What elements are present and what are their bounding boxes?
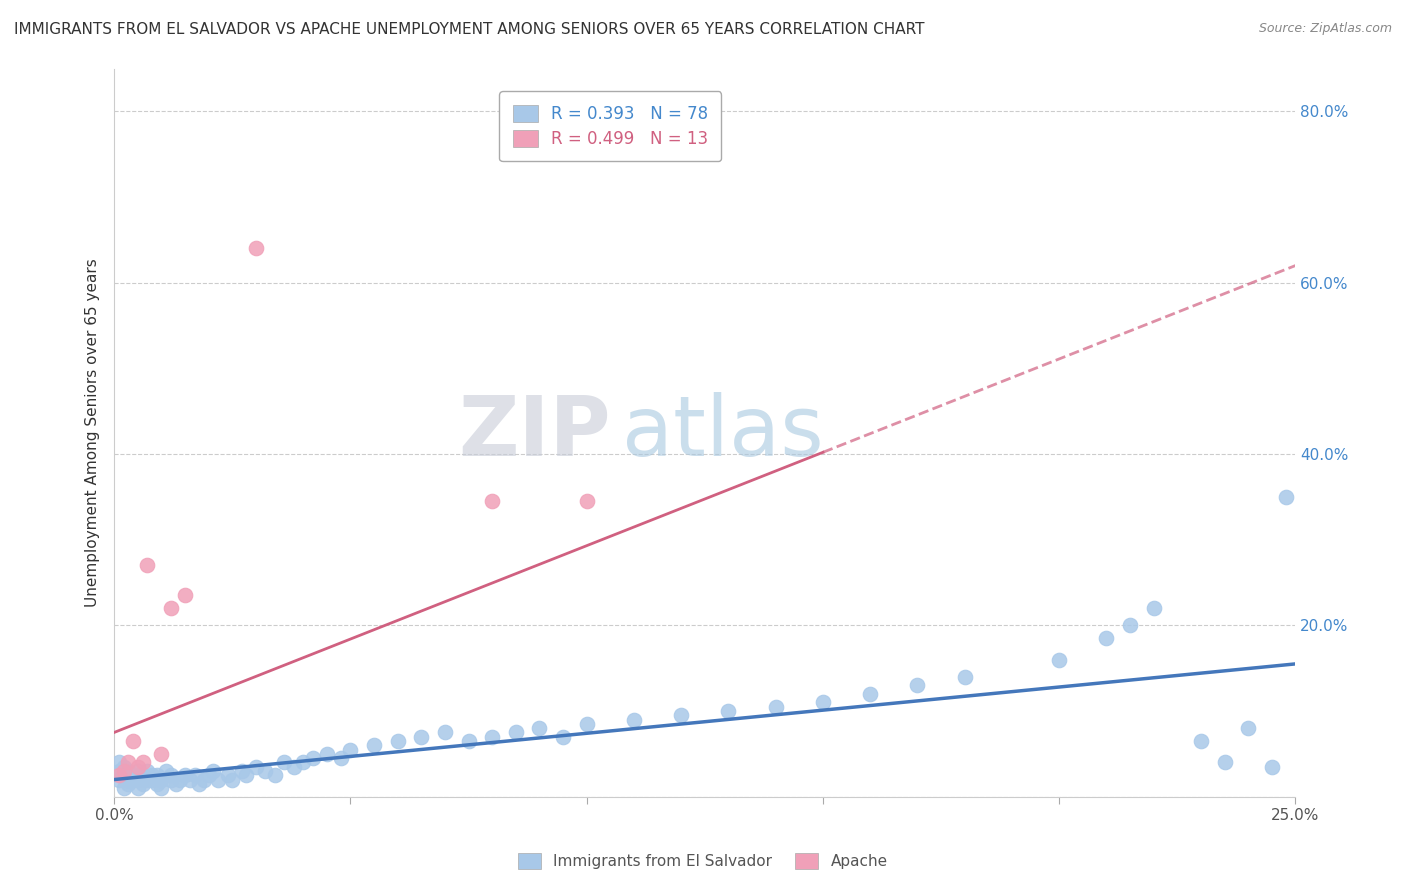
Point — [575, 494, 598, 508]
Point — [481, 494, 503, 508]
Point — [202, 764, 225, 778]
Point — [245, 241, 267, 255]
Point — [1213, 756, 1236, 770]
Point — [108, 772, 131, 787]
Point — [623, 713, 645, 727]
Point — [231, 764, 253, 778]
Text: Source: ZipAtlas.com: Source: ZipAtlas.com — [1258, 22, 1392, 36]
Point — [112, 781, 135, 796]
Point — [127, 760, 149, 774]
Point — [292, 756, 315, 770]
Point — [108, 756, 131, 770]
Point — [301, 751, 323, 765]
Point — [150, 781, 173, 796]
Point — [669, 708, 692, 723]
Text: IMMIGRANTS FROM EL SALVADOR VS APACHE UNEMPLOYMENT AMONG SENIORS OVER 65 YEARS C: IMMIGRANTS FROM EL SALVADOR VS APACHE UN… — [14, 22, 925, 37]
Point — [112, 760, 135, 774]
Point — [112, 764, 135, 778]
Point — [122, 734, 145, 748]
Point — [131, 777, 153, 791]
Point — [117, 756, 139, 770]
Point — [112, 768, 135, 782]
Point — [859, 687, 882, 701]
Point — [131, 756, 153, 770]
Text: ZIP: ZIP — [458, 392, 610, 473]
Point — [907, 678, 929, 692]
Point — [433, 725, 456, 739]
Point — [1189, 734, 1212, 748]
Point — [575, 717, 598, 731]
Point — [457, 734, 479, 748]
Point — [117, 772, 139, 787]
Point — [193, 772, 215, 787]
Point — [254, 764, 277, 778]
Point — [174, 588, 197, 602]
Point — [1237, 721, 1260, 735]
Point — [145, 768, 167, 782]
Point — [122, 772, 145, 787]
Point — [169, 772, 191, 787]
Point — [174, 768, 197, 782]
Point — [363, 739, 385, 753]
Point — [117, 764, 139, 778]
Point — [245, 760, 267, 774]
Point — [283, 760, 305, 774]
Point — [160, 601, 183, 615]
Point — [136, 558, 159, 573]
Point — [131, 768, 153, 782]
Legend: R = 0.393   N = 78, R = 0.499   N = 13: R = 0.393 N = 78, R = 0.499 N = 13 — [499, 91, 721, 161]
Point — [1261, 760, 1284, 774]
Point — [127, 772, 149, 787]
Point — [339, 742, 361, 756]
Point — [141, 772, 163, 787]
Point — [1095, 631, 1118, 645]
Point — [217, 768, 239, 782]
Point — [1119, 618, 1142, 632]
Point — [197, 768, 219, 782]
Point — [160, 768, 183, 782]
Point — [145, 777, 167, 791]
Point — [188, 777, 211, 791]
Text: atlas: atlas — [621, 392, 824, 473]
Point — [160, 772, 183, 787]
Point — [273, 756, 295, 770]
Point — [811, 695, 834, 709]
Point — [411, 730, 433, 744]
Point — [263, 768, 285, 782]
Point — [551, 730, 574, 744]
Point — [330, 751, 353, 765]
Point — [1047, 652, 1070, 666]
Point — [108, 768, 131, 782]
Y-axis label: Unemployment Among Seniors over 65 years: Unemployment Among Seniors over 65 years — [86, 258, 100, 607]
Point — [953, 670, 976, 684]
Point — [108, 764, 131, 778]
Point — [127, 764, 149, 778]
Point — [207, 772, 229, 787]
Legend: Immigrants from El Salvador, Apache: Immigrants from El Salvador, Apache — [512, 847, 894, 875]
Point — [765, 699, 787, 714]
Point — [117, 777, 139, 791]
Point — [136, 772, 159, 787]
Point — [315, 747, 337, 761]
Point — [150, 747, 173, 761]
Point — [387, 734, 409, 748]
Point — [122, 768, 145, 782]
Point — [141, 768, 163, 782]
Point — [481, 730, 503, 744]
Point — [505, 725, 527, 739]
Point — [235, 768, 257, 782]
Point — [165, 777, 187, 791]
Point — [183, 768, 205, 782]
Point — [155, 764, 177, 778]
Point — [221, 772, 243, 787]
Point — [1275, 490, 1298, 504]
Point — [150, 772, 173, 787]
Point — [136, 764, 159, 778]
Point — [179, 772, 201, 787]
Point — [127, 781, 149, 796]
Point — [717, 704, 740, 718]
Point — [1143, 601, 1166, 615]
Point — [529, 721, 551, 735]
